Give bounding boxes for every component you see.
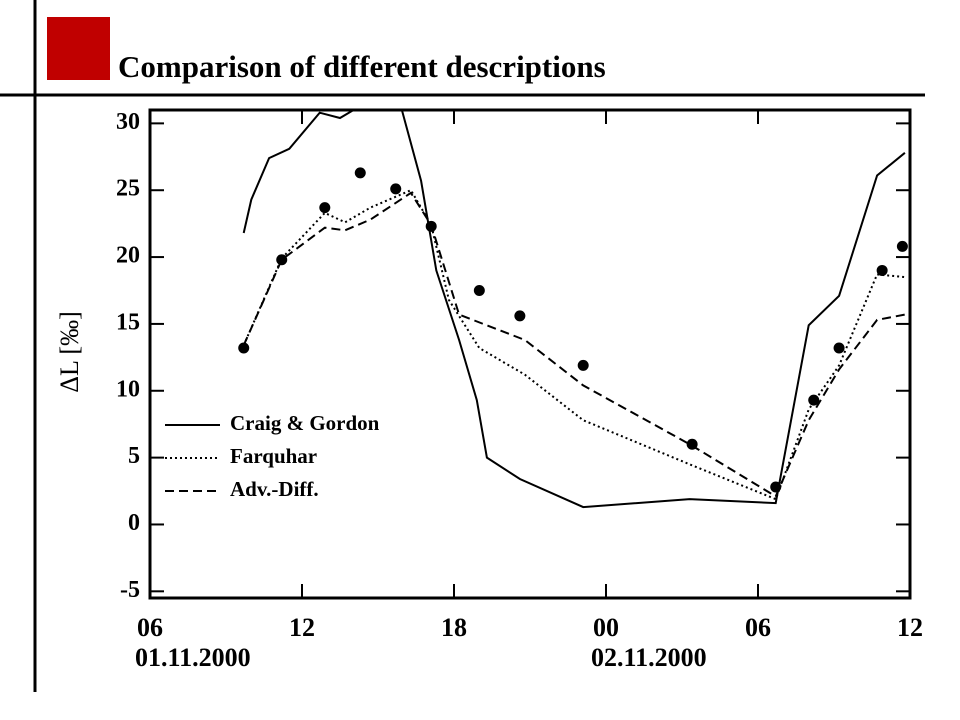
- data-point: [876, 264, 888, 276]
- data-point: [276, 254, 288, 266]
- y-tick-label: 20: [116, 243, 140, 269]
- x-tick-label: 12: [897, 613, 923, 642]
- legend-label: Farquhar: [230, 444, 317, 468]
- plot-frame: [148, 108, 912, 600]
- data-point: [808, 394, 820, 406]
- plot-lines: [238, 110, 908, 509]
- x-tick-label: 00: [593, 613, 619, 642]
- data-point: [473, 284, 485, 296]
- y-tick-label: 10: [116, 376, 140, 402]
- data-point: [319, 202, 331, 214]
- data-point: [577, 359, 589, 371]
- y-tick-label: 15: [116, 309, 140, 335]
- legend-label: Craig & Gordon: [230, 411, 380, 435]
- x-tick-label: 06: [137, 613, 163, 642]
- data-point: [896, 240, 908, 252]
- data-point: [770, 481, 782, 493]
- data-point: [354, 167, 366, 179]
- x-tick-label: 06: [745, 613, 771, 642]
- slide-title: Comparison of different descriptions: [118, 49, 606, 84]
- y-tick-label: 30: [116, 109, 140, 135]
- data-point: [514, 310, 526, 322]
- x-tick-label: 18: [441, 613, 467, 642]
- red-square: [47, 17, 110, 80]
- series-line: [242, 188, 905, 501]
- data-point: [425, 220, 437, 232]
- series-line: [242, 191, 906, 498]
- y-tick-label: 5: [128, 443, 140, 469]
- y-tick-label: -5: [120, 577, 140, 603]
- x-tick-label: 12: [289, 613, 315, 642]
- x-date-label: 02.11.2000: [591, 643, 707, 672]
- y-axis-label: ΔL [‰]: [55, 311, 84, 392]
- series-line: [242, 110, 906, 509]
- data-point: [833, 342, 845, 354]
- legend-label: Adv.-Diff.: [230, 477, 319, 501]
- y-tick-label: 25: [116, 176, 140, 202]
- y-tick-label: 0: [128, 510, 140, 536]
- data-point: [390, 183, 402, 195]
- data-point: [686, 438, 698, 450]
- x-date-label: 01.11.2000: [135, 643, 251, 672]
- data-point: [238, 342, 250, 354]
